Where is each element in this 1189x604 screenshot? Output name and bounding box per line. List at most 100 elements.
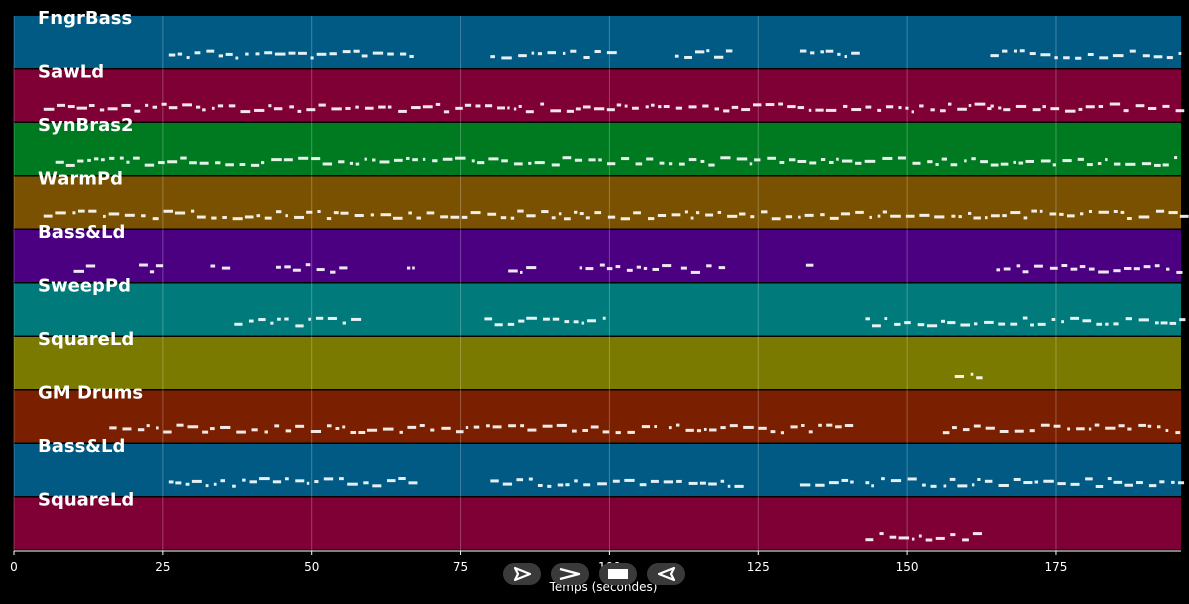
note-mark	[1135, 481, 1143, 485]
note-mark	[844, 55, 848, 59]
note-mark	[575, 107, 581, 111]
fast-forward-button[interactable]	[551, 563, 589, 585]
note-mark	[912, 161, 921, 165]
track-lane[interactable]	[14, 497, 1181, 550]
note-mark	[804, 213, 814, 217]
note-mark	[1037, 322, 1046, 326]
note-mark	[242, 478, 246, 482]
note-mark	[393, 158, 403, 162]
note-mark	[139, 263, 148, 267]
note-mark	[419, 423, 425, 427]
track-lane[interactable]	[14, 16, 1182, 68]
track-background	[14, 230, 1181, 282]
note-mark	[947, 102, 952, 106]
note-mark	[1112, 54, 1124, 58]
note-mark	[855, 161, 862, 165]
note-mark	[616, 103, 622, 107]
note-mark	[865, 317, 870, 321]
note-mark	[43, 214, 53, 218]
note-mark	[998, 322, 1006, 326]
note-mark	[950, 533, 956, 537]
stop-button[interactable]	[599, 563, 637, 585]
note-mark	[643, 266, 648, 270]
track-lane[interactable]	[14, 337, 1181, 389]
note-mark	[990, 214, 1000, 218]
note-mark	[228, 104, 236, 108]
note-mark	[1148, 106, 1157, 110]
note-mark	[690, 270, 701, 274]
note-mark	[168, 106, 178, 110]
note-mark	[585, 267, 594, 271]
note-mark	[370, 213, 374, 217]
note-mark	[879, 532, 884, 536]
track-lane[interactable]	[14, 230, 1183, 282]
note-mark	[1098, 270, 1109, 274]
note-mark	[590, 425, 599, 429]
note-mark	[583, 55, 590, 59]
note-mark	[322, 162, 333, 166]
note-mark	[1049, 212, 1057, 216]
note-mark	[885, 105, 894, 109]
note-mark	[977, 478, 981, 482]
note-mark	[727, 484, 731, 488]
note-mark	[310, 56, 314, 60]
track-lane[interactable]	[14, 283, 1186, 336]
note-mark	[264, 216, 272, 220]
note-mark	[1023, 481, 1033, 485]
track-lane[interactable]	[14, 390, 1181, 443]
note-mark	[917, 323, 925, 327]
play-button[interactable]	[503, 563, 541, 585]
note-mark	[767, 156, 776, 160]
note-mark	[441, 426, 451, 430]
note-mark	[342, 425, 346, 429]
note-mark	[714, 55, 724, 59]
note-mark	[1014, 429, 1024, 433]
rewind-button[interactable]	[647, 563, 685, 585]
note-mark	[144, 163, 155, 167]
note-mark	[651, 103, 655, 107]
note-mark	[1098, 210, 1109, 214]
track-background	[14, 390, 1181, 443]
note-mark	[167, 160, 178, 164]
note-mark	[700, 159, 705, 163]
note-mark	[308, 317, 311, 321]
note-mark	[612, 479, 620, 483]
track-lane[interactable]	[14, 176, 1189, 229]
note-mark	[1075, 56, 1082, 60]
note-mark	[283, 158, 293, 162]
note-mark	[799, 483, 811, 487]
note-mark	[1168, 211, 1178, 215]
note-mark	[564, 217, 571, 221]
note-mark	[1022, 316, 1028, 320]
note-mark	[191, 479, 202, 483]
note-mark	[225, 163, 234, 167]
note-mark	[517, 209, 524, 213]
note-mark	[984, 320, 994, 324]
note-mark	[275, 265, 281, 269]
note-mark	[87, 158, 91, 162]
note-mark	[720, 426, 726, 430]
track-lane[interactable]	[14, 69, 1185, 122]
note-mark	[898, 536, 910, 540]
note-mark	[163, 430, 172, 434]
note-mark	[367, 428, 378, 432]
note-mark	[1040, 53, 1051, 57]
note-mark	[510, 216, 515, 220]
note-mark	[558, 212, 562, 216]
note-mark	[393, 216, 403, 220]
note-mark	[248, 319, 254, 323]
track-lane[interactable]	[14, 123, 1181, 175]
note-mark	[168, 53, 176, 57]
note-mark	[294, 215, 304, 219]
note-mark	[232, 217, 243, 221]
note-mark	[788, 158, 796, 162]
note-mark	[771, 217, 781, 221]
note-mark	[971, 483, 975, 487]
note-mark	[1165, 428, 1169, 432]
note-mark	[602, 316, 606, 320]
x-tick-label: 75	[453, 560, 468, 574]
note-mark	[239, 163, 246, 167]
note-mark	[349, 161, 354, 165]
track-background	[14, 69, 1181, 122]
track-lane[interactable]	[14, 444, 1185, 496]
